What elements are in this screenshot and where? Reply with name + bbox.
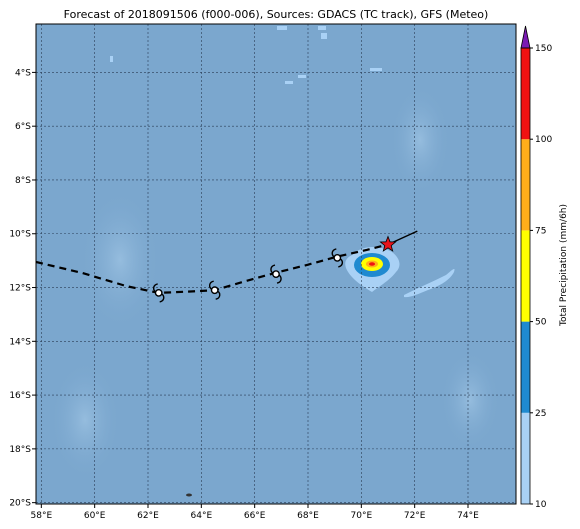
precip-area-extreme xyxy=(369,262,375,266)
current-position-star-icon xyxy=(379,235,397,252)
precip-field xyxy=(50,26,500,497)
colorbar-extension-arrow xyxy=(520,25,531,49)
colorbar-tick-label: 150 xyxy=(535,44,552,54)
longitude-ticks: 58°E 60°E 62°E 64°E 66°E 68°E 70°E 72°E 74°E xyxy=(31,504,479,521)
precip-speck xyxy=(318,26,326,30)
background-shade xyxy=(50,360,120,480)
colorbar-band xyxy=(521,48,530,140)
precip-area-light xyxy=(404,268,455,298)
colorbar-tick-label: 100 xyxy=(535,135,552,145)
latitude-tick-label: 8°S xyxy=(15,176,31,186)
latitude-tick-label: 6°S xyxy=(15,122,31,132)
precip-speck xyxy=(277,26,287,30)
longitude-tick-label: 70°E xyxy=(351,511,373,521)
cyclone-track xyxy=(36,230,418,303)
longitude-tick-label: 58°E xyxy=(31,511,53,521)
past-track-line xyxy=(36,243,389,295)
longitude-tick-label: 72°E xyxy=(404,511,426,521)
precip-speck xyxy=(285,81,293,84)
longitude-tick-label: 66°E xyxy=(244,511,266,521)
colorbar-band xyxy=(521,321,530,413)
cyclone-symbol-icon xyxy=(152,283,165,303)
longitude-tick-label: 64°E xyxy=(191,511,213,521)
precip-speck xyxy=(321,33,327,39)
latitude-ticks: 4°S 6°S 8°S 10°S 12°S 14°S 16°S 18°S 20°S xyxy=(9,68,36,509)
map-panel: 58°E 60°E 62°E 64°E 66°E 68°E 70°E 72°E 74°E 4°S… xyxy=(9,23,517,521)
latitude-tick-label: 10°S xyxy=(9,230,31,240)
graticule xyxy=(36,24,516,504)
latitude-tick-label: 18°S xyxy=(9,445,31,455)
latitude-tick-label: 4°S xyxy=(15,68,31,78)
background-shade xyxy=(390,85,450,195)
map-border xyxy=(35,23,517,505)
colorbar: 10 25 50 75 100 150 xyxy=(520,25,552,510)
precip-speck xyxy=(298,75,306,78)
colorbar-tick-label: 50 xyxy=(535,318,547,328)
background-shade xyxy=(440,350,500,450)
island-marker xyxy=(186,493,192,497)
longitude-tick-label: 60°E xyxy=(84,511,106,521)
map-title: Forecast of 2018091506 (f000-006), Sourc… xyxy=(64,8,489,21)
longitude-tick-label: 62°E xyxy=(137,511,159,521)
colorbar-band xyxy=(521,230,530,322)
colorbar-tick-label: 10 xyxy=(535,500,547,510)
colorbar-outline xyxy=(520,47,531,505)
colorbar-band xyxy=(521,139,530,231)
colorbar-tick-label: 25 xyxy=(535,409,546,419)
latitude-tick-label: 14°S xyxy=(9,337,31,347)
cyclone-symbol-icon xyxy=(208,280,221,300)
colorbar-band xyxy=(521,412,530,504)
precip-speck xyxy=(370,68,382,71)
background-shade xyxy=(80,190,160,330)
longitude-tick-label: 74°E xyxy=(457,511,479,521)
latitude-tick-label: 20°S xyxy=(9,499,31,509)
cyclone-symbol-icon xyxy=(270,264,282,284)
precip-speck xyxy=(110,56,113,62)
cyclone-symbol-icon xyxy=(331,248,344,268)
colorbar-tick-label: 75 xyxy=(535,226,546,236)
colorbar-label: Total Precipitation (mm/6h) xyxy=(559,204,569,327)
latitude-tick-label: 16°S xyxy=(9,391,31,401)
latitude-tick-label: 12°S xyxy=(9,284,31,294)
longitude-tick-label: 68°E xyxy=(297,511,319,521)
